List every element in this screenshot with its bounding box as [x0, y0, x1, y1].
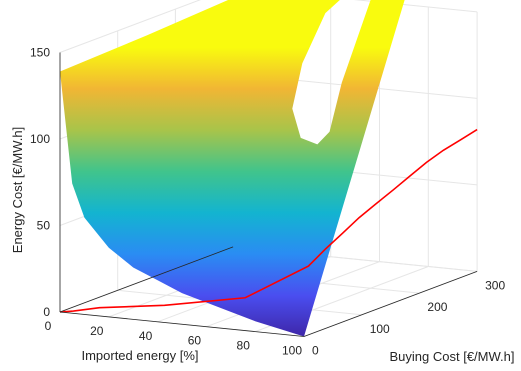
x-axis-label: Imported energy [%] — [81, 348, 198, 363]
grid-back-z — [353, 0, 478, 13]
y-tick-label: 0 — [312, 344, 319, 358]
y-tick-label: 300 — [485, 278, 505, 292]
x-tick-label: 0 — [45, 319, 52, 333]
z-tick-label: 100 — [30, 132, 50, 146]
tick-labels: 0 50 100 150 0 20 40 60 80 100 0 100 200 300 — [30, 46, 505, 358]
z-tick-label: 150 — [30, 46, 50, 60]
grid-left-z — [59, 0, 202, 53]
y-axis-line — [303, 271, 478, 337]
optimal-path — [59, 128, 478, 313]
optimal-path-line — [59, 128, 478, 313]
y-axis-label: Buying Cost [€/MW.h] — [390, 349, 515, 364]
x-axis-line — [59, 311, 305, 337]
x-tick-label: 20 — [90, 324, 104, 338]
surface — [60, 0, 405, 337]
x-tick-label: 100 — [282, 344, 302, 358]
x-tick-label: 60 — [188, 334, 202, 348]
y-tick-label: 200 — [427, 300, 447, 314]
z-axis-label: Energy Cost [€/MW.h] — [10, 127, 25, 253]
axes — [59, 52, 478, 337]
z-tick-label: 50 — [37, 219, 51, 233]
surface-patch — [60, 0, 405, 337]
x-tick-label: 80 — [237, 339, 251, 353]
z-tick-label: 0 — [43, 305, 50, 319]
x-tick-label: 40 — [139, 329, 153, 343]
y-tick-label: 100 — [370, 322, 390, 336]
floor-left-edge — [59, 246, 234, 313]
